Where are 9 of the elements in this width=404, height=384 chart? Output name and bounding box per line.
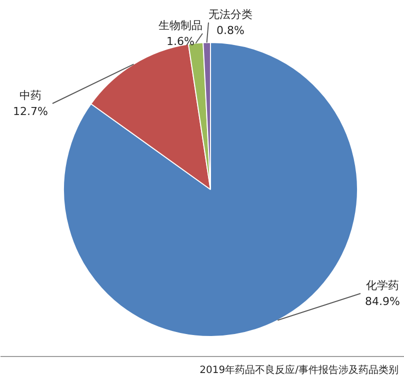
slice-label: 生物制品 xyxy=(158,19,202,32)
slice-label: 化学药 xyxy=(366,279,399,292)
data-label: 12.7% xyxy=(13,105,48,118)
data-label: 1.6% xyxy=(166,35,194,48)
slice-label: 中药 xyxy=(20,89,42,102)
slice-label: 无法分类 xyxy=(208,8,252,21)
data-label: 84.9% xyxy=(365,295,400,308)
text: 2019年药品不良反应/事件报告涉及药品类别 xyxy=(200,364,399,376)
data-label: 0.8% xyxy=(216,24,244,37)
